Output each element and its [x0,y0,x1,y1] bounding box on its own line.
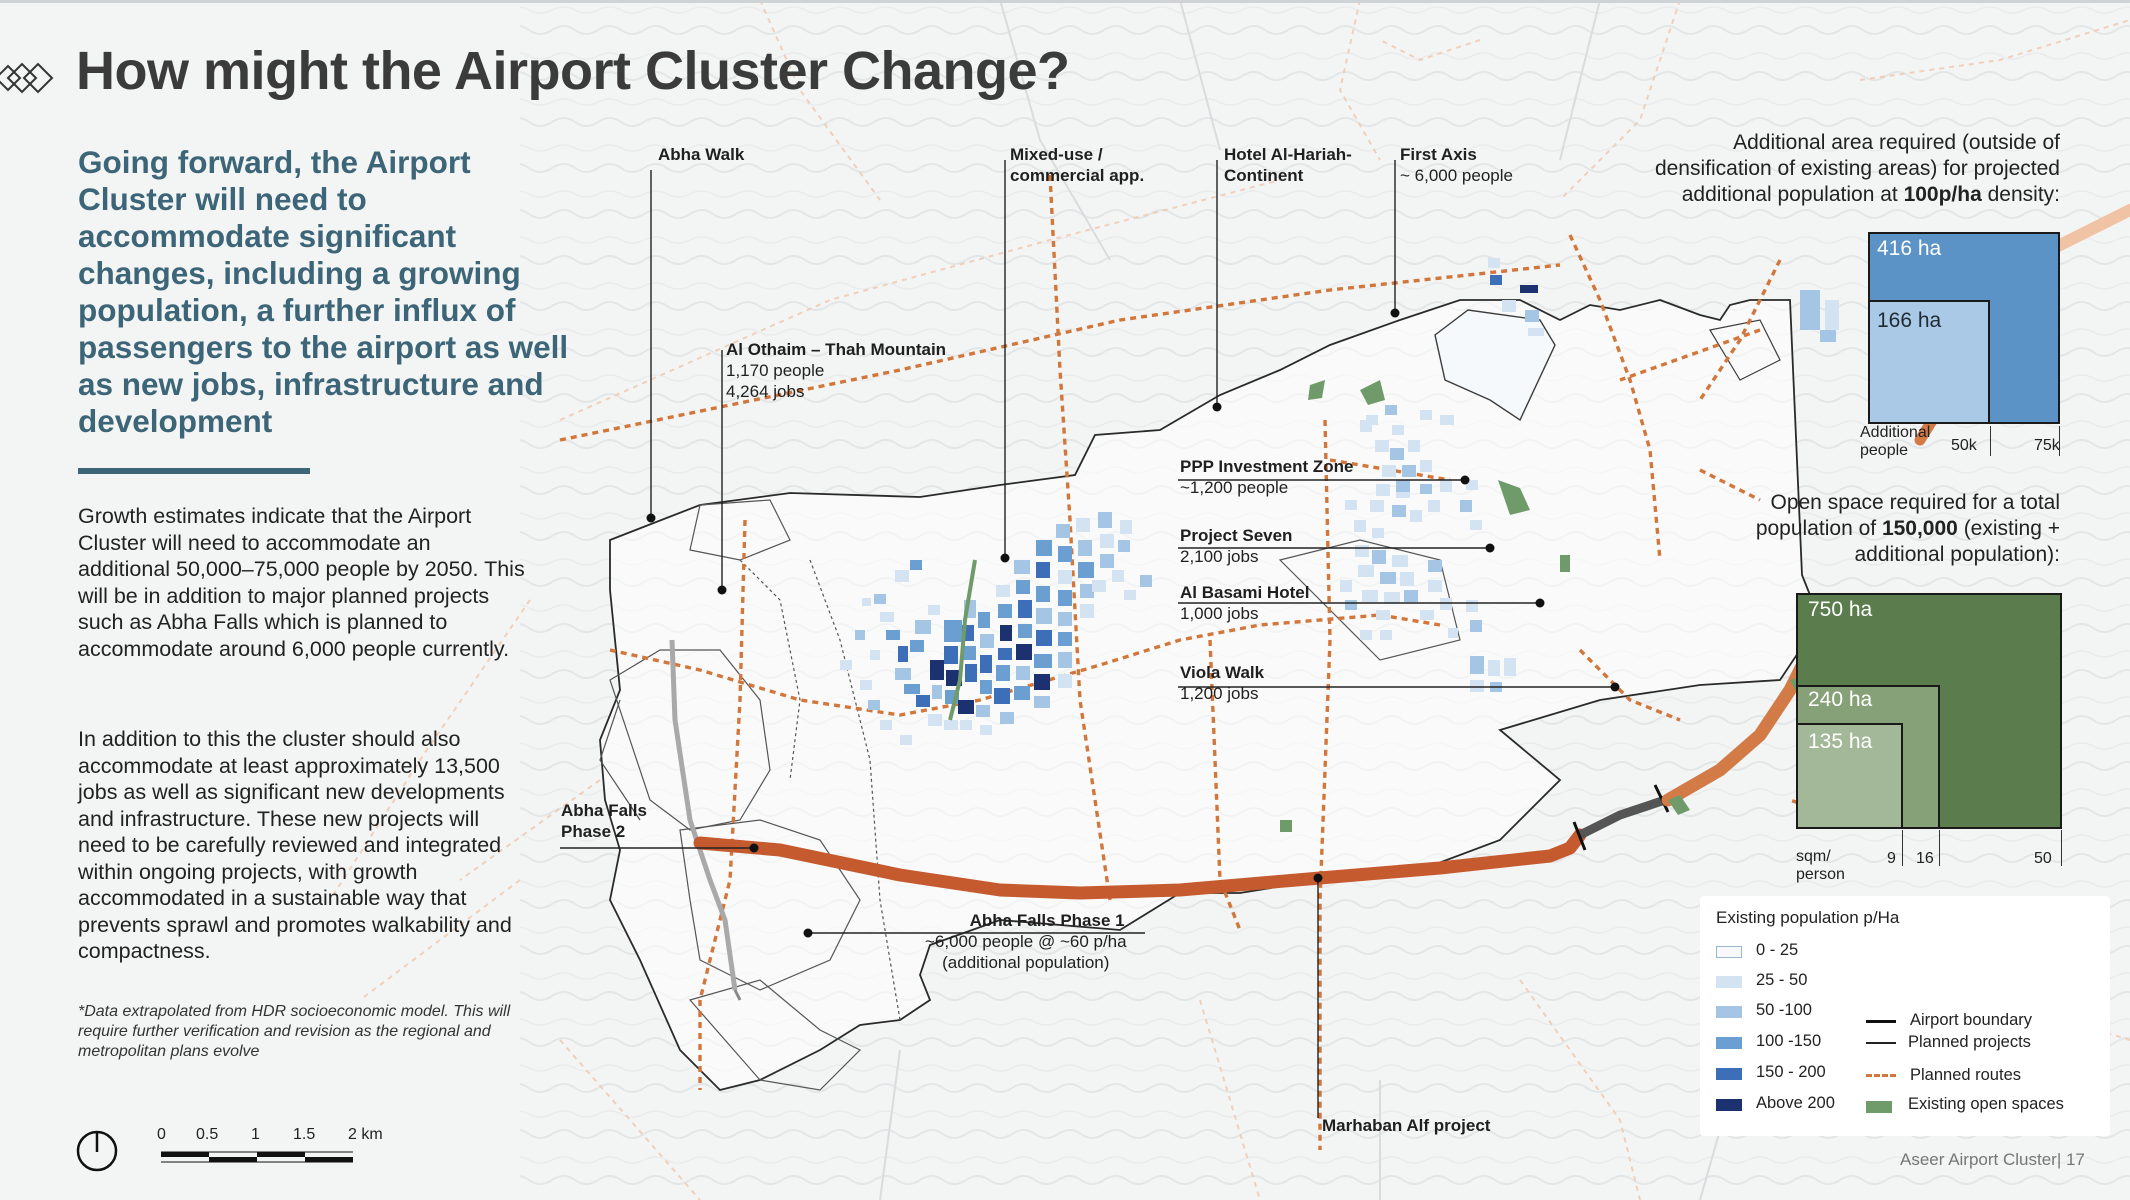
legend-swatch-open-space [1866,1101,1892,1113]
label-first-axis: First Axis ~ 6,000 people [1400,145,1513,185]
open-square-large-label: 750 ha [1808,598,1873,621]
scale-label: 1.5 [293,1126,316,1143]
open-axis-title: sqm/person [1796,848,1845,883]
open-tick-line [1902,830,1903,866]
label-viola: Viola Walk 1,200 jobs [1180,663,1265,703]
diamond-logo-icon [0,62,54,94]
north-arrow-icon [76,1130,118,1172]
legend-swatch [1716,1006,1742,1018]
label-al-othaim: Al Othaim – Thah Mountain 1,170 people 4,2… [726,340,947,401]
legend-item: 25 - 50 [1756,971,1808,989]
lead-paragraph: Going forward, the Airport Cluster will … [78,144,569,439]
open-tick-line [1939,830,1940,866]
label-al-basami: Al Basami Hotel 1,000 jobs [1180,583,1310,623]
open-tick-line [2061,830,2062,866]
area-square-small-label: 166 ha [1877,309,1942,332]
top-rule [0,0,2130,3]
label-abha-walk: Abha Walk [658,145,745,164]
scale-bar: 0 0.5 1 1.5 2 km [155,1126,385,1168]
label-hotel: Hotel Al-Hariah- Continent [1224,145,1352,185]
area-axis-tick: 75k [2034,437,2060,454]
legend-item: 150 - 200 [1756,1063,1826,1081]
open-square-small [1796,723,1903,829]
legend-item: Airport boundary [1910,1011,2032,1029]
map-legend: Existing population p/Ha 0 - 25 25 - 50 … [1700,896,2110,1136]
open-square-medium-label: 240 ha [1808,688,1873,711]
area-tick-line [2059,426,2060,456]
legend-line-routes [1866,1074,1896,1077]
area-axis-title: Additional people [1860,424,1931,459]
area-square-large-label: 416 ha [1877,237,1942,260]
legend-item: Planned routes [1910,1066,2021,1084]
legend-swatch [1716,946,1742,958]
legend-line-projects [1866,1042,1896,1044]
label-marhaban: Marhaban Alf project [1322,1116,1491,1135]
open-panel-text: Open space required for a total populati… [1755,491,2060,566]
label-abha-falls-1: Abha Falls Phase 1 ~6,000 people @ ~60 p/… [925,911,1127,972]
scale-label: 1 [251,1126,260,1143]
open-axis-tick: 16 [1916,850,1934,867]
legend-swatch [1716,976,1742,988]
main-road [693,828,1587,900]
body-paragraph-2: In addition to this the cluster should a… [78,727,512,963]
legend-swatch [1716,1037,1742,1049]
legend-item: 50 -100 [1756,1001,1812,1019]
label-project-seven: Project Seven 2,100 jobs [1180,526,1293,566]
area-tick-line [1990,426,1991,456]
footnote: *Data extrapolated from HDR socioeconomi… [78,1003,511,1060]
divider [78,468,310,474]
footer: Aseer Airport Cluster| 17 [1900,1150,2085,1169]
area-axis-tick: 50k [1951,437,1977,454]
scale-label: 0.5 [196,1126,219,1143]
label-mixed-use: Mixed-use / commercial app. [1010,145,1145,185]
page-title: How might the Airport Cluster Change? [76,41,1070,101]
area-square-small [1868,300,1990,424]
legend-title: Existing population p/Ha [1716,908,1900,927]
legend-item: 0 - 25 [1756,941,1799,959]
body-paragraph-1: Growth estimates indicate that the Airpo… [78,504,525,661]
legend-swatch [1716,1068,1742,1080]
open-square-small-label: 135 ha [1808,730,1873,753]
legend-item: Above 200 [1756,1094,1835,1112]
area-panel-text: Additional area required (outside of den… [1654,131,2060,206]
open-axis-tick: 9 [1887,850,1896,867]
open-axis-tick: 50 [2034,850,2052,867]
scale-label: 0 [157,1126,166,1143]
legend-item: Existing open spaces [1908,1095,2064,1113]
legend-item: 100 -150 [1756,1032,1822,1050]
label-ppp: PPP Investment Zone ~1,200 people [1180,457,1354,497]
label-abha-falls-2: Abha Falls Phase 2 [561,801,647,841]
scale-label: 2 km [348,1126,383,1143]
legend-swatch [1716,1099,1742,1111]
legend-line-boundary [1866,1020,1896,1023]
legend-item: Planned projects [1908,1033,2031,1051]
